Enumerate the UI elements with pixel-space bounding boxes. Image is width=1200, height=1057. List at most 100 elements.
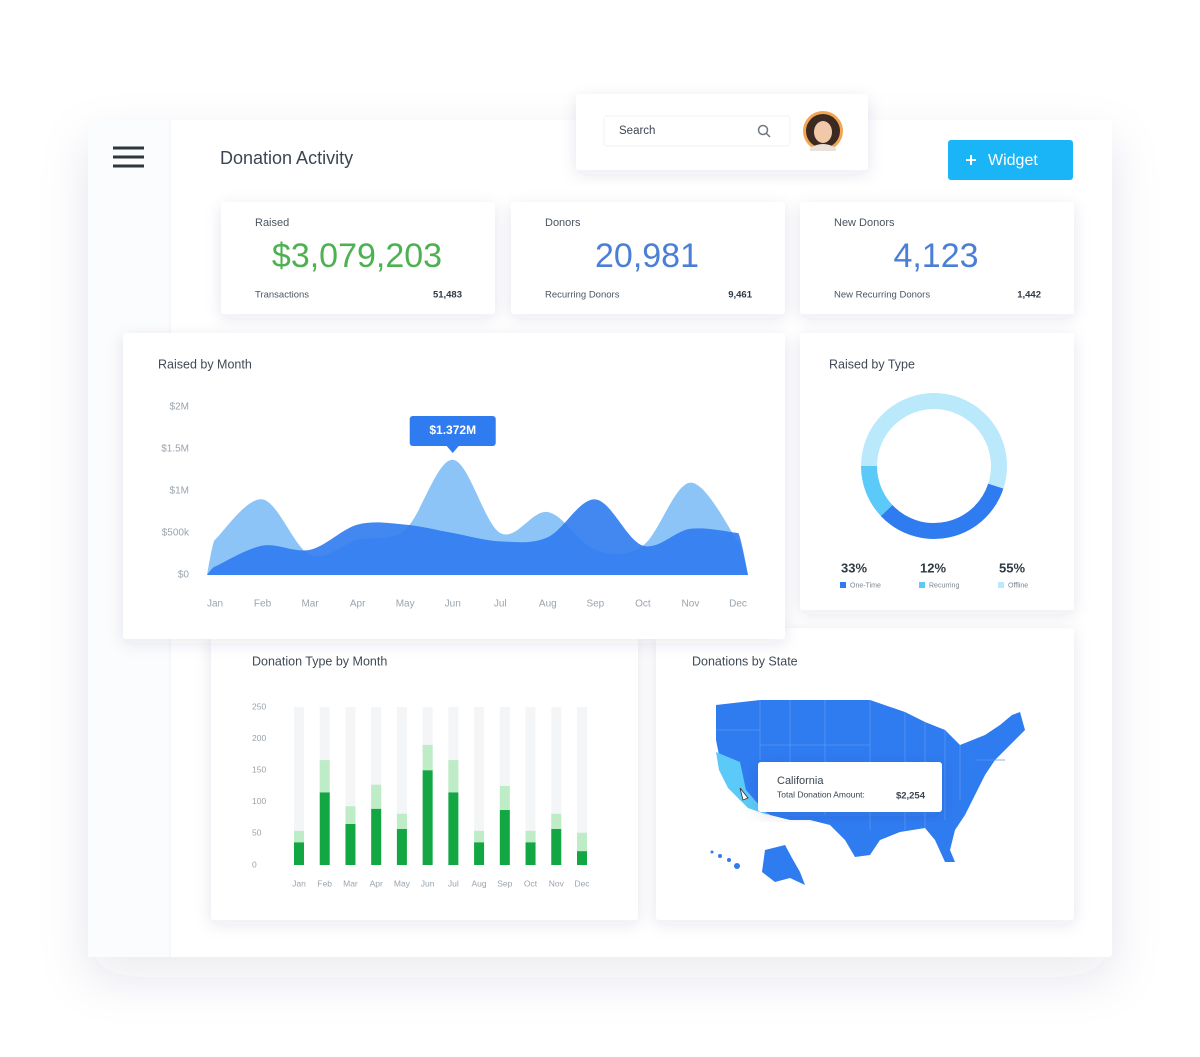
tooltip-state: California [777,775,824,787]
stat-sub-label: New Recurring Donors [834,290,930,301]
bar-track [577,707,587,865]
map-hawaii [710,850,714,854]
tooltip-label: Total Donation Amount: [777,789,865,799]
menu-button[interactable] [113,146,144,168]
x-tick-label: Jun [445,599,461,610]
y-tick-label: 0 [252,859,257,869]
cursor-icon [739,787,749,801]
bar-track [294,707,304,865]
bar-segment [294,842,304,865]
x-tick-label: Sep [586,599,604,610]
legend-label: Offline [1008,582,1028,589]
bar-segment [474,830,485,843]
x-tick-label: Jan [207,599,223,610]
bar-segment [396,813,407,829]
x-tick-label: Feb [254,599,272,610]
x-tick-label: Jul [448,878,459,888]
x-tick-label: Oct [635,599,651,610]
y-tick-label: 250 [252,701,266,711]
stat-sub-value: 51,483 [433,290,462,301]
bar-segment [577,851,587,865]
bar-segment [499,786,510,811]
x-tick-label: Dec [574,878,590,888]
charts: $0 $500k $1M $1.5M $2M Jan Feb Mar Apr May Jun Jul A… [161,393,1028,888]
bar-segment [525,830,536,843]
map-state-highlight [716,752,768,815]
stat-card [221,202,495,314]
y-tick-label: $1M [170,486,189,497]
area [207,499,748,575]
bar-segment [319,792,330,865]
bar-track [551,707,562,865]
y-tick-label: 50 [252,828,262,838]
value-label: 33% [841,560,867,575]
card-title: Donation Type by Month [252,654,387,668]
stat-label: Donors [545,217,581,229]
x-tick-label: Oct [524,878,538,888]
map-alaska [762,845,805,885]
bar-segment [422,770,433,865]
stat-card [800,202,1074,314]
x-tick-label: Aug [539,599,557,610]
bar-track [345,707,356,865]
x-tick-label: May [394,878,411,888]
x-tick-label: May [396,599,415,610]
card-title: Raised by Type [829,357,915,371]
x-tick-label: Mar [301,599,319,610]
annotation: $1.372M [429,423,476,437]
donut-card [800,333,1074,610]
bar-segment [371,784,382,809]
area [207,459,748,575]
stat-value: 4,123 [893,237,978,275]
bar-segment [345,806,356,824]
x-tick-label: Apr [350,599,366,610]
donut-segment [861,465,893,516]
legend-swatch [998,582,1004,588]
bar-segment [396,828,407,865]
y-tick-label: $2M [170,402,189,413]
search-field [603,115,791,147]
page-title: Donation Activity [220,148,353,168]
bar-track [396,707,407,865]
x-tick-label: Feb [317,878,332,888]
map-hawaii [727,858,731,862]
stat-sub-value: 1,442 [1017,290,1041,301]
bar-segment [422,744,433,771]
tooltip-value: $2,254 [896,791,926,802]
bar-segment [294,830,304,843]
x-tick-label: Jul [494,599,507,610]
y-tick-label: $0 [178,570,190,581]
tooltip-box [758,762,942,812]
map-hawaii [734,863,740,869]
avatar[interactable] [803,111,843,151]
avatar-face [814,121,832,143]
x-tick-label: Sep [497,878,512,888]
annotation-pointer [446,446,459,453]
x-tick-label: Apr [370,878,383,888]
x-tick-label: Dec [729,599,747,610]
y-tick-label: 150 [252,764,266,774]
y-tick-label: 200 [252,733,266,743]
y-tick-label: 100 [252,796,266,806]
map-tooltip: California Total Donation Amount: $2,254 [758,762,942,812]
legend-label: One-Time [850,582,881,589]
stat-label: Raised [255,217,289,229]
y-tick-label: $500k [162,528,190,539]
donut-segment [861,393,1007,489]
avatar-shirt [810,144,836,151]
widget-button-bg [948,140,1073,180]
stat-value: $3,079,203 [272,237,442,275]
stat-card [511,202,785,314]
y-tick-label: $1.5M [161,444,189,455]
x-tick-label: Nov [682,599,700,610]
x-tick-label: Mar [343,878,358,888]
stat-sub-label: Transactions [255,290,309,301]
annotation-box [409,416,496,446]
bar-segment [371,808,382,865]
bar-segment [525,842,536,865]
search-box[interactable]: Search [603,115,791,147]
widget-button[interactable]: Widget [948,140,1073,180]
search-icon [765,132,771,138]
x-tick-label: Jan [292,878,306,888]
